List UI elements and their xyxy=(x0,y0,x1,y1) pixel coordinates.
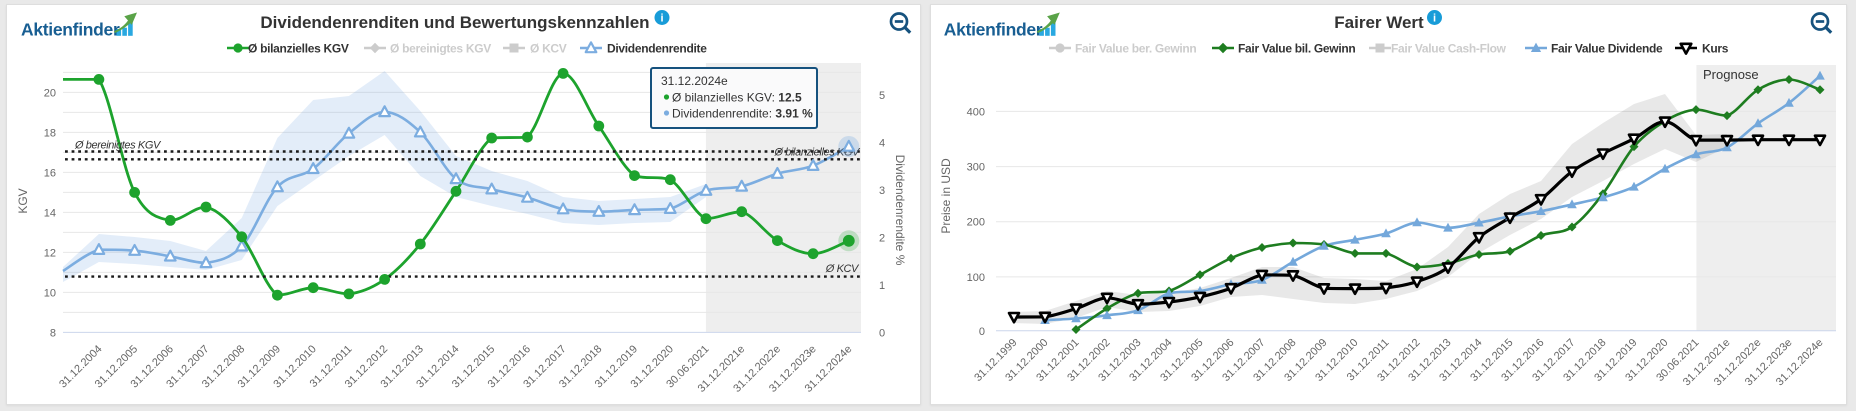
svg-text:12: 12 xyxy=(44,247,56,259)
svg-text:Fair Value bil. Gewinn: Fair Value bil. Gewinn xyxy=(1238,42,1355,56)
svg-text:i: i xyxy=(1433,13,1436,25)
svg-text:Prognose: Prognose xyxy=(1703,67,1759,82)
svg-text:100: 100 xyxy=(967,272,985,284)
svg-text:14: 14 xyxy=(44,207,56,219)
svg-text:Ø KCV: Ø KCV xyxy=(530,42,567,56)
svg-text:4: 4 xyxy=(879,138,885,150)
svg-text:Ø bereinigtes KGV: Ø bereinigtes KGV xyxy=(390,42,491,56)
svg-text:Ø bilanzielles KGV: Ø bilanzielles KGV xyxy=(773,147,861,159)
svg-text:Ø bilanzielles KGV: Ø bilanzielles KGV xyxy=(248,42,349,56)
svg-text:Dividendenrendite: 3.91 %: Dividendenrendite: 3.91 % xyxy=(672,107,813,121)
svg-text:20: 20 xyxy=(44,87,56,99)
svg-text:Ø KCV: Ø KCV xyxy=(825,263,860,275)
svg-text:Kurs: Kurs xyxy=(1702,42,1729,56)
svg-text:8: 8 xyxy=(50,327,56,339)
svg-text:Fair Value Cash-Flow: Fair Value Cash-Flow xyxy=(1391,42,1507,56)
svg-text:0: 0 xyxy=(879,328,885,340)
svg-text:300: 300 xyxy=(967,162,985,174)
svg-text:Aktienfinder: Aktienfinder xyxy=(21,20,120,40)
svg-text:16: 16 xyxy=(44,167,56,179)
svg-text:5: 5 xyxy=(879,90,885,102)
svg-text:Dividendenrenditen und Bewertu: Dividendenrenditen und Bewertungskennzah… xyxy=(260,13,649,32)
svg-text:i: i xyxy=(660,13,663,25)
svg-text:Aktienfinder: Aktienfinder xyxy=(944,20,1043,40)
svg-text:2: 2 xyxy=(879,233,885,245)
svg-text:Dividendenrendite: Dividendenrendite xyxy=(607,42,707,56)
svg-text:1: 1 xyxy=(879,280,885,292)
svg-text:200: 200 xyxy=(967,217,985,229)
svg-text:31.12.2024e: 31.12.2024e xyxy=(661,74,728,88)
svg-text:Ø bilanzielles KGV: 12.5: Ø bilanzielles KGV: 12.5 xyxy=(672,91,802,105)
svg-text:KGV: KGV xyxy=(16,188,30,213)
svg-text:Fairer Wert: Fairer Wert xyxy=(1334,13,1424,32)
svg-text:Preise in USD: Preise in USD xyxy=(939,158,953,234)
svg-text:Fair Value ber. Gewinn: Fair Value ber. Gewinn xyxy=(1075,42,1196,56)
svg-text:Ø bereinigtes KGV: Ø bereinigtes KGV xyxy=(74,140,162,152)
svg-text:400: 400 xyxy=(967,106,985,118)
svg-text:3: 3 xyxy=(879,185,885,197)
svg-text:Dividendenrendite %: Dividendenrendite % xyxy=(893,155,907,266)
svg-text:0: 0 xyxy=(979,326,985,338)
svg-text:18: 18 xyxy=(44,127,56,139)
svg-text:Fair Value Dividende: Fair Value Dividende xyxy=(1551,42,1663,56)
svg-text:10: 10 xyxy=(44,287,56,299)
